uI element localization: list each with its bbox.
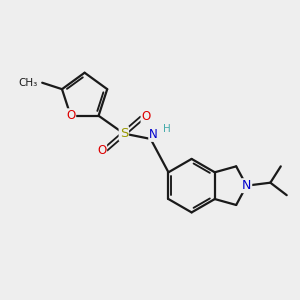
Text: O: O (97, 144, 106, 157)
Text: O: O (142, 110, 151, 123)
Text: N: N (242, 179, 251, 192)
Text: O: O (66, 109, 75, 122)
Text: N: N (149, 128, 158, 141)
Text: H: H (163, 124, 171, 134)
Text: CH₃: CH₃ (19, 78, 38, 88)
Text: S: S (120, 127, 128, 140)
